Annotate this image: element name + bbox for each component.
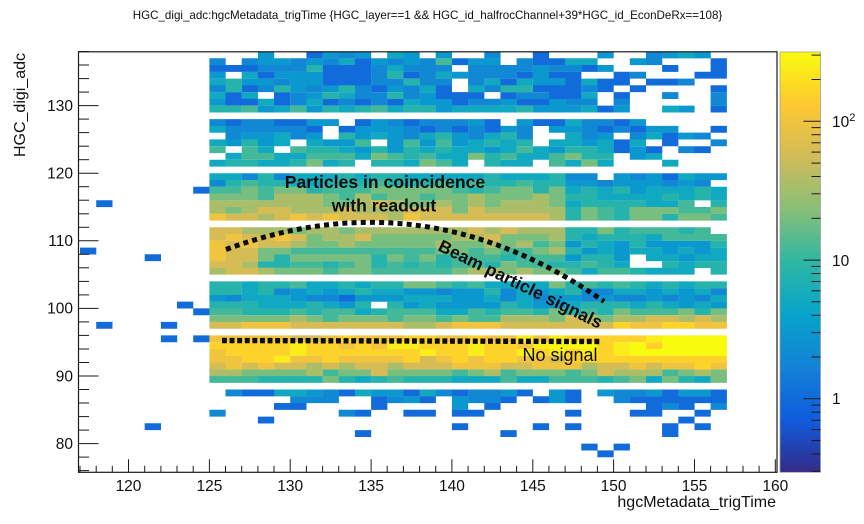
svg-text:90: 90 bbox=[56, 368, 74, 385]
svg-text:135: 135 bbox=[358, 478, 384, 495]
svg-text:hgcMetadata_trigTime: hgcMetadata_trigTime bbox=[617, 494, 776, 511]
svg-text:130: 130 bbox=[277, 478, 303, 495]
svg-text:150: 150 bbox=[601, 478, 627, 495]
svg-text:160: 160 bbox=[762, 478, 788, 495]
svg-text:120: 120 bbox=[47, 166, 73, 183]
svg-text:130: 130 bbox=[47, 98, 73, 115]
svg-text:140: 140 bbox=[439, 478, 465, 495]
svg-text:120: 120 bbox=[116, 478, 142, 495]
svg-text:155: 155 bbox=[682, 478, 708, 495]
svg-text:with readout: with readout bbox=[331, 196, 437, 216]
svg-text:HGC_digi_adc:hgcMetadata_trigT: HGC_digi_adc:hgcMetadata_trigTime {HGC_l… bbox=[133, 9, 723, 22]
svg-text:1: 1 bbox=[832, 391, 841, 408]
svg-text:100: 100 bbox=[47, 301, 73, 318]
svg-text:HGC_digi_adc: HGC_digi_adc bbox=[12, 53, 29, 157]
svg-text:110: 110 bbox=[48, 233, 73, 250]
svg-text:Particles in coincidence: Particles in coincidence bbox=[285, 172, 486, 192]
svg-text:145: 145 bbox=[520, 478, 546, 495]
svg-text:No signal: No signal bbox=[522, 345, 597, 365]
svg-text:10: 10 bbox=[832, 253, 850, 270]
svg-text:80: 80 bbox=[56, 436, 74, 453]
svg-text:125: 125 bbox=[196, 478, 222, 495]
